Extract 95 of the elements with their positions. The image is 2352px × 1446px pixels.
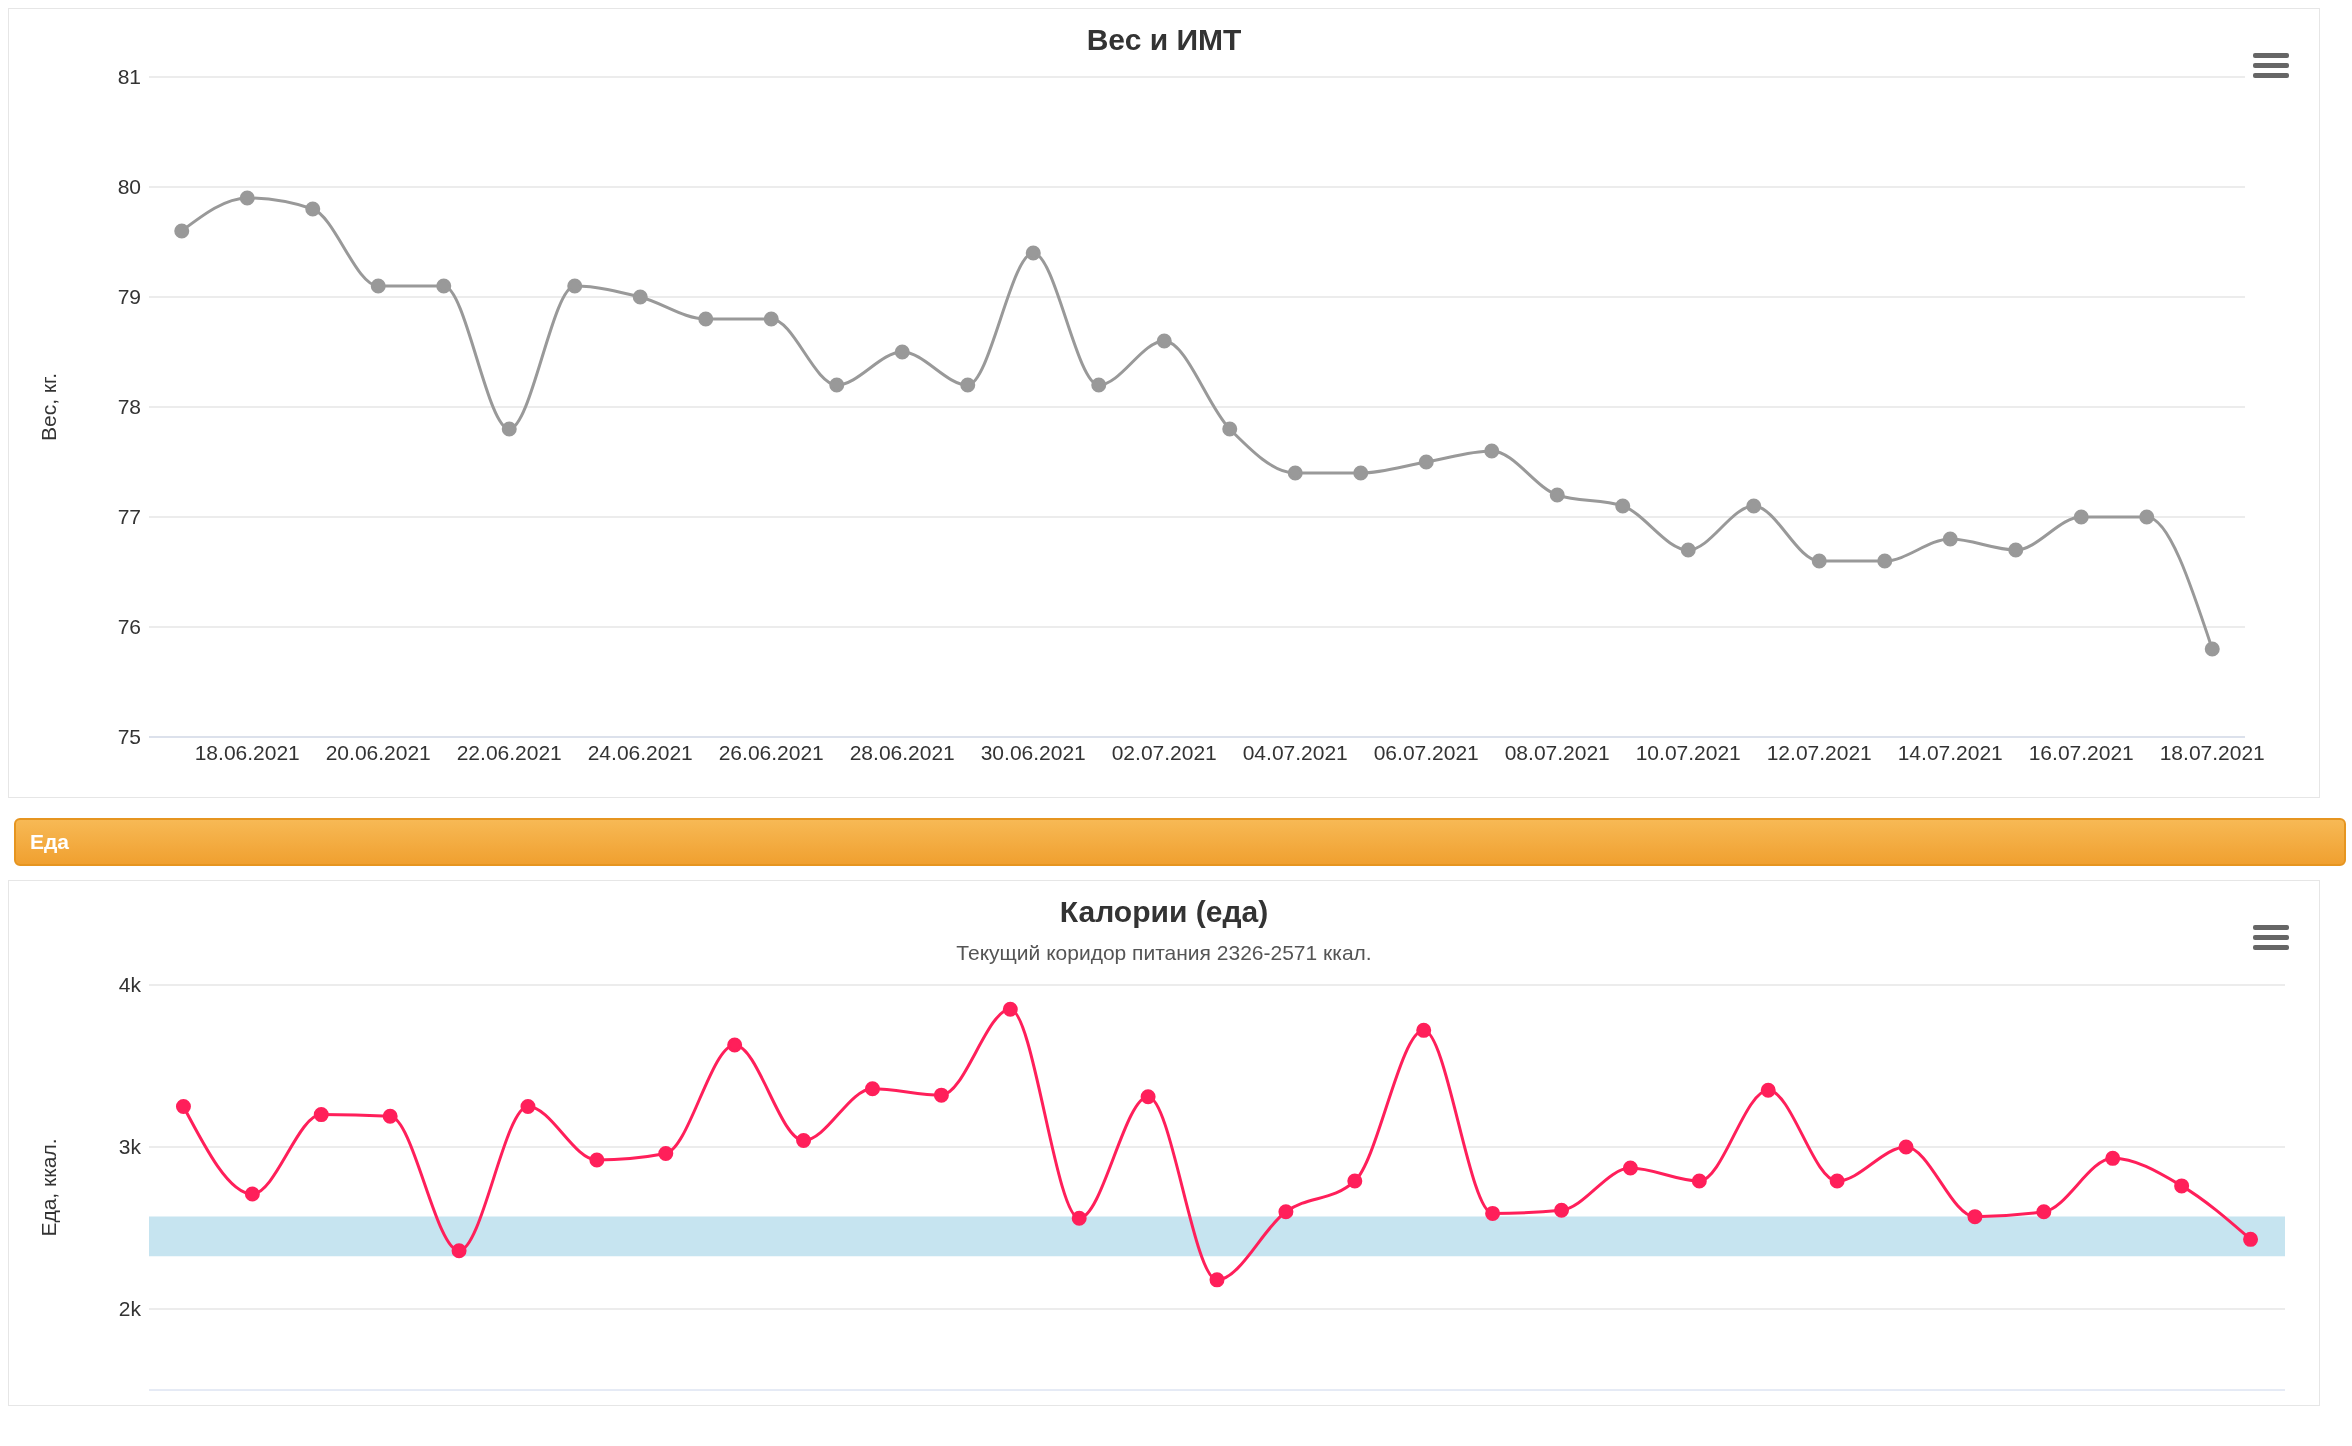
x-tick-label: 16.07.2021 [2028, 740, 2134, 764]
y-tick-label: 3k [118, 1135, 142, 1159]
point [1549, 487, 1565, 503]
point [1287, 465, 1303, 481]
point [1091, 377, 1107, 393]
point [2139, 509, 2155, 525]
point [1829, 1173, 1845, 1189]
point [1967, 1209, 1983, 1225]
point [501, 421, 517, 437]
y-tick-label: 76 [117, 615, 141, 639]
point [1622, 1160, 1638, 1176]
point [2036, 1204, 2052, 1220]
point [1209, 1272, 1225, 1288]
point [829, 377, 845, 393]
y-tick-label: 80 [117, 175, 141, 199]
point [451, 1243, 467, 1259]
text: Еда [14, 818, 2346, 866]
point [2204, 641, 2220, 657]
point [763, 311, 779, 327]
point [1418, 454, 1434, 470]
point [589, 1152, 605, 1168]
point [698, 311, 714, 327]
point [520, 1099, 536, 1114]
point [2073, 509, 2089, 525]
y-tick-label: 77 [117, 505, 141, 529]
point [244, 1186, 260, 1202]
y-tick-label: 81 [117, 65, 141, 89]
x-tick-label: 22.06.2021 [456, 740, 562, 764]
y-axis-title: Еда, ккал. [37, 1138, 61, 1237]
point [1416, 1022, 1432, 1038]
point [1484, 443, 1500, 459]
point [1898, 1139, 1914, 1155]
y-tick-label: 4k [118, 973, 142, 997]
chart-subtitle: Текущий коридор питания 2326-2571 ккал. [955, 941, 1373, 965]
x-tick-label: 10.07.2021 [1635, 740, 1741, 764]
point [2105, 1150, 2121, 1166]
point [894, 344, 910, 360]
y-tick-label: 79 [117, 285, 141, 309]
point [1680, 542, 1696, 558]
y-tick-label: 2k [118, 1297, 142, 1321]
y-tick-label: 75 [117, 725, 141, 749]
point [1278, 1204, 1294, 1220]
point [1760, 1082, 1776, 1098]
x-tick-label: 18.06.2021 [194, 740, 300, 764]
point [632, 289, 648, 305]
point [567, 278, 583, 294]
point [1353, 465, 1369, 481]
point [2174, 1178, 2190, 1194]
point [796, 1133, 812, 1149]
point [174, 223, 190, 239]
point [933, 1087, 949, 1103]
x-tick-label: 08.07.2021 [1504, 740, 1610, 764]
x-tick-label: 14.07.2021 [1897, 740, 2003, 764]
point [2243, 1231, 2259, 1247]
x-tick-label: 04.07.2021 [1242, 740, 1348, 764]
point [1347, 1173, 1363, 1189]
point [1222, 421, 1238, 437]
x-tick-label: 12.07.2021 [1766, 740, 1872, 764]
chart-title: Калории (еда) [1058, 894, 1270, 929]
point [2008, 542, 2024, 558]
x-tick-label: 02.07.2021 [1111, 740, 1217, 764]
point [370, 278, 386, 294]
point [239, 190, 255, 206]
point [1615, 498, 1631, 514]
point [1691, 1173, 1707, 1189]
point [436, 278, 452, 294]
point [1554, 1202, 1570, 1218]
point [1485, 1205, 1501, 1221]
point [1025, 245, 1041, 261]
point [658, 1145, 674, 1161]
x-tick-label: 06.07.2021 [1373, 740, 1479, 764]
point [1942, 531, 1958, 547]
point [1811, 553, 1827, 569]
point [1877, 553, 1893, 569]
point [175, 1099, 191, 1114]
x-tick-label: 30.06.2021 [980, 740, 1086, 764]
y-tick-label: 78 [117, 395, 141, 419]
point [313, 1107, 329, 1123]
point [1071, 1210, 1087, 1226]
point [1002, 1001, 1018, 1017]
x-tick-label: 20.06.2021 [325, 740, 431, 764]
x-tick-label: 24.06.2021 [587, 740, 693, 764]
chart-title: Вес и ИМТ [1085, 22, 1243, 57]
x-tick-label: 26.06.2021 [718, 740, 824, 764]
point [1140, 1089, 1156, 1105]
x-tick-label: 28.06.2021 [849, 740, 955, 764]
point [305, 201, 321, 217]
point [864, 1081, 880, 1097]
point [727, 1037, 743, 1053]
x-tick-label: 18.07.2021 [2159, 740, 2265, 764]
point [1746, 498, 1762, 514]
point [1156, 333, 1172, 349]
y-axis-title: Вес, кг. [37, 373, 61, 441]
point [382, 1108, 398, 1124]
point [960, 377, 976, 393]
